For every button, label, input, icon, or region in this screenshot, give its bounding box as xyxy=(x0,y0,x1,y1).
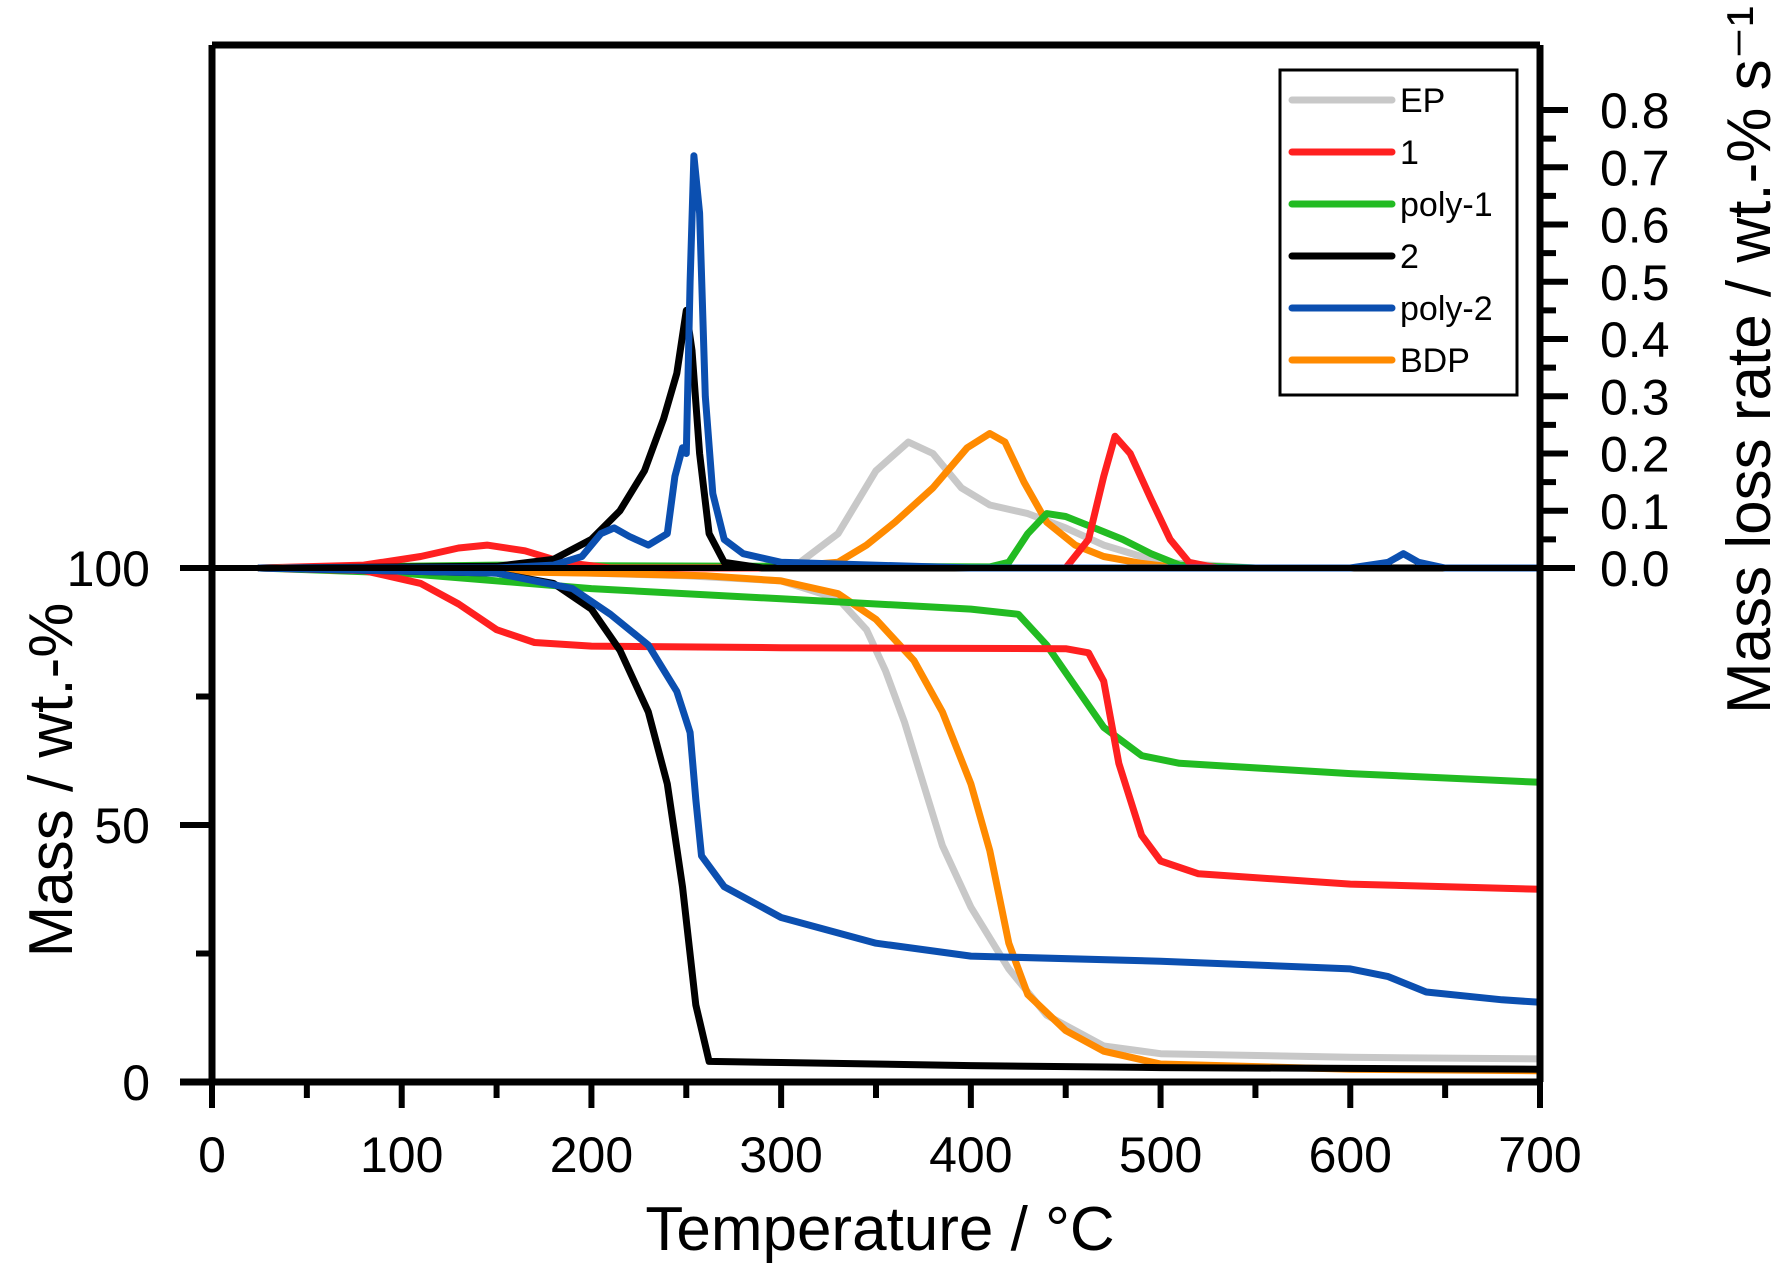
rate-tick-label: 0.7 xyxy=(1600,140,1670,196)
tick-labels: 0 100 200 300 400 500 600 700 0 50 100 0.00.10.20.3… xyxy=(67,83,1670,1183)
x-tick-label: 400 xyxy=(929,1127,1012,1183)
rate-line-2 xyxy=(255,306,1544,572)
tick-marks xyxy=(180,107,1568,1108)
rate-tick-label: 0.4 xyxy=(1600,312,1670,368)
rate-tick-label: 0.6 xyxy=(1600,198,1670,254)
legend-label: 1 xyxy=(1400,134,1419,172)
x-axis-title: Temperature / °C xyxy=(645,1195,1114,1264)
rate-line-1 xyxy=(255,432,1544,572)
rate-line-EP xyxy=(255,438,1544,572)
legend-label: poly-1 xyxy=(1400,186,1493,224)
mass-tick-label: 50 xyxy=(94,798,150,854)
mass-line-1 xyxy=(255,564,1544,893)
mass-series-group xyxy=(255,564,1544,1075)
x-tick-label: 300 xyxy=(739,1127,822,1183)
x-tick-label: 600 xyxy=(1309,1127,1392,1183)
y-axis-left-title: Mass / wt.-% xyxy=(17,603,86,958)
mass-tick-label: 0 xyxy=(122,1055,150,1111)
legend-label: poly-2 xyxy=(1400,290,1493,328)
mass-line-BDP xyxy=(255,564,1544,1075)
rate-tick-label: 0.0 xyxy=(1600,541,1670,597)
rate-tick-label: 0.8 xyxy=(1600,83,1670,139)
legend-label: BDP xyxy=(1400,342,1470,380)
x-tick-label: 100 xyxy=(360,1127,443,1183)
rate-tick-label: 0.5 xyxy=(1600,255,1670,311)
rate-tick-label: 0.3 xyxy=(1600,369,1670,425)
rate-line-BDP xyxy=(255,430,1544,572)
mass-tick-label: 100 xyxy=(67,541,150,597)
x-tick-label: 0 xyxy=(198,1127,226,1183)
y-axis-right-title: Mass loss rate / wt.-% s⁻¹ xyxy=(1715,6,1784,714)
legend-label: EP xyxy=(1400,82,1445,120)
x-tick-label: 200 xyxy=(550,1127,633,1183)
x-tick-label: 700 xyxy=(1498,1127,1581,1183)
rate-tick-label: 0.2 xyxy=(1600,427,1670,483)
x-tick-label: 500 xyxy=(1119,1127,1202,1183)
rate-tick-label: 0.1 xyxy=(1600,484,1670,540)
legend: EP 1 poly-1 2 poly-2 BDP xyxy=(1278,68,1519,397)
mass-line-poly-2 xyxy=(255,564,1544,1006)
rate-line-poly-2 xyxy=(255,152,1544,572)
mass-line-poly-1 xyxy=(255,564,1544,786)
plot-frame xyxy=(180,41,1575,1086)
legend-box xyxy=(1278,68,1519,397)
legend-label: 2 xyxy=(1400,238,1419,276)
